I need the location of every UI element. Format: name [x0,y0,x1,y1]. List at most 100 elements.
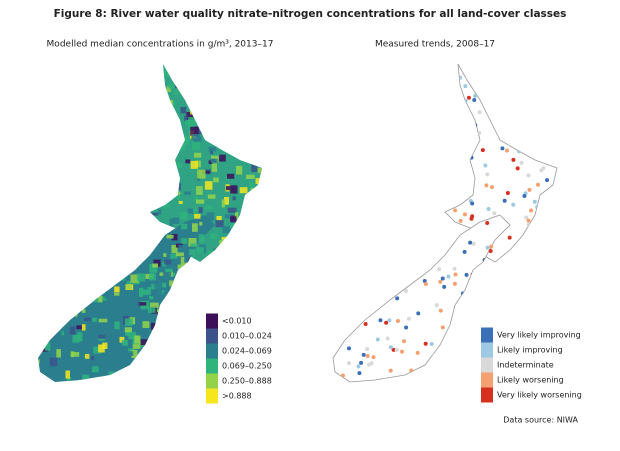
map-cell [74,193,80,199]
site-dot [454,350,459,355]
map-cell [145,133,149,137]
map-cell [93,295,99,303]
map-cell [52,182,57,189]
site-dot [387,318,392,323]
map-cell [246,124,254,129]
map-cell [237,105,244,114]
site-dot [524,215,529,220]
site-dot [368,64,373,69]
site-dot [463,99,468,104]
map-cell [232,121,240,126]
map-cell [257,167,262,174]
map-cell [158,348,163,353]
map-cell [40,348,48,352]
map-cell [39,241,47,247]
map-cell [38,359,40,364]
site-dot [429,72,434,77]
site-dot [440,146,445,151]
site-dot [421,214,426,219]
map-cell [146,182,154,190]
map-cell [76,325,82,330]
site-dot [370,147,375,152]
legend-label: 0.069–0.250 [222,362,272,371]
map-cell [241,87,248,94]
site-dot [492,211,497,216]
map-cell [108,212,117,220]
map-cell [184,262,191,268]
map-cell [241,148,247,155]
map-cell [71,344,77,352]
legend-label: >0.888 [222,392,252,401]
map-cell [44,342,51,351]
map-cell [247,225,252,230]
map-cell [130,240,138,245]
map-cell [260,240,262,245]
map-cell [193,64,202,68]
map-cell [105,106,113,112]
map-cell [50,305,57,312]
map-cell [96,385,105,393]
map-cell [161,94,170,101]
map-cell [135,102,144,106]
site-dot [417,139,422,144]
site-dot [407,259,412,264]
map-cell [110,127,117,135]
map-cell [42,220,48,226]
map-cell [220,94,229,101]
map-cell [230,125,238,133]
site-dot [336,82,341,87]
map-cell [197,291,202,301]
site-dot [535,272,540,277]
site-dot [498,370,503,375]
map-cell [79,177,85,183]
map-cell [142,287,151,296]
site-dot [358,187,363,192]
site-dot [396,64,401,67]
map-cell [195,267,204,273]
site-dot [397,378,402,382]
map-cell [56,349,61,358]
site-dot [515,166,520,171]
map-cell [92,377,100,382]
map-cell [65,235,73,243]
map-cell [140,339,148,346]
map-cell [215,220,224,228]
map-cell [141,286,148,290]
site-dot [488,249,493,254]
map-cell [146,76,155,82]
map-cell [221,289,226,297]
site-dot [519,160,524,165]
map-cell [61,198,66,202]
map-cell [66,72,76,77]
map-cell [143,370,149,377]
map-cell [137,239,145,243]
site-dot [388,345,393,350]
map-cell [41,86,46,90]
map-cell [205,279,212,283]
left-legend: <0.010 0.010–0.024 0.024–0.069 0.069–0.250 0… [206,313,272,404]
map-cell [174,360,183,366]
map-cell [164,259,172,265]
map-cell [129,85,135,92]
map-cell [139,302,147,306]
map-cell [87,116,94,125]
map-cell [38,154,42,158]
map-cell [39,298,43,308]
site-dot [493,95,498,100]
map-cell [195,278,200,287]
site-dot [335,320,340,325]
site-dot [448,201,453,206]
map-cell [220,355,226,360]
map-cell [145,71,152,78]
site-dot [399,248,404,253]
map-cell [44,122,50,127]
map-cell [197,286,202,294]
site-dot [459,196,464,201]
map-cell [256,92,262,99]
map-cell [128,348,135,354]
site-dot [446,330,451,335]
map-cell [169,218,173,228]
map-cell [124,167,130,177]
site-dot [421,163,426,168]
site-dot [529,208,534,213]
